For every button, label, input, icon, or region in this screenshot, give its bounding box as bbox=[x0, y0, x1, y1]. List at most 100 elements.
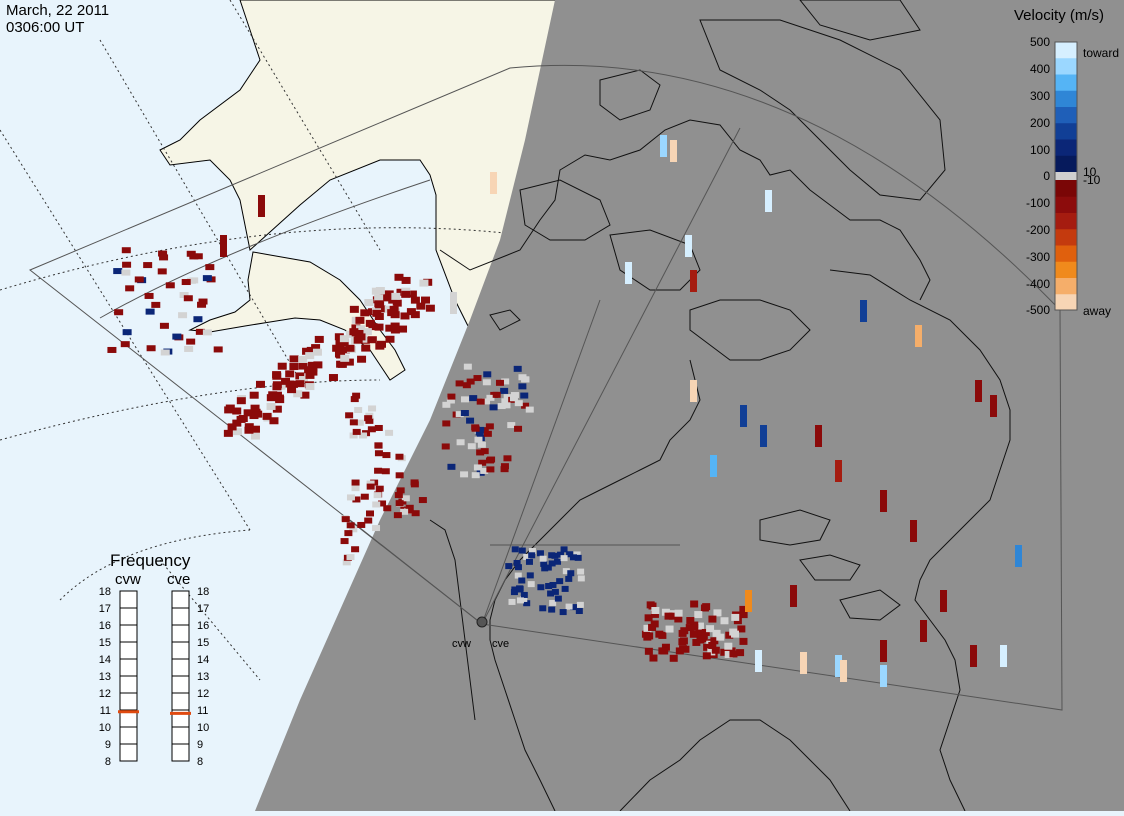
velocity-cell bbox=[374, 294, 384, 302]
velocity-swatch bbox=[1055, 58, 1077, 75]
velocity-cell bbox=[398, 325, 408, 333]
velocity-cell bbox=[701, 628, 710, 636]
velocity-cell bbox=[736, 649, 745, 657]
velocity-cell bbox=[361, 344, 371, 352]
velocity-cell bbox=[497, 403, 506, 410]
velocity-cell bbox=[244, 423, 254, 431]
velocity-tick-label: -100 bbox=[1026, 196, 1050, 210]
velocity-cell bbox=[644, 614, 653, 622]
velocity-cell bbox=[690, 600, 699, 608]
velocity-cell bbox=[690, 380, 697, 402]
velocity-swatch bbox=[1055, 245, 1077, 262]
velocity-cell bbox=[243, 409, 253, 417]
velocity-cell bbox=[577, 568, 585, 575]
frequency-tick-label: 17 bbox=[197, 603, 209, 615]
frequency-tick-label: 15 bbox=[99, 637, 111, 649]
velocity-swatch bbox=[1055, 277, 1077, 295]
velocity-cell bbox=[500, 466, 509, 473]
velocity-cell bbox=[396, 288, 406, 296]
velocity-cell bbox=[332, 344, 342, 352]
velocity-cell bbox=[489, 404, 498, 411]
velocity-cell bbox=[367, 336, 377, 344]
frequency-tick-label: 13 bbox=[197, 671, 209, 683]
velocity-cell bbox=[525, 406, 534, 413]
velocity-swatch bbox=[1055, 261, 1077, 278]
radar-site-marker bbox=[476, 616, 488, 628]
velocity-cell bbox=[689, 630, 698, 638]
velocity-cell bbox=[487, 456, 496, 463]
velocity-cell bbox=[485, 423, 494, 430]
velocity-cell bbox=[345, 412, 354, 419]
frequency-tick-label: 14 bbox=[197, 654, 209, 666]
velocity-cell bbox=[731, 613, 740, 621]
velocity-cell bbox=[298, 362, 308, 370]
velocity-cell bbox=[561, 585, 569, 592]
velocity-cell bbox=[692, 638, 701, 646]
velocity-cell bbox=[574, 554, 582, 561]
velocity-cell bbox=[510, 392, 519, 399]
velocity-cell bbox=[518, 547, 526, 554]
velocity-cell bbox=[305, 371, 315, 379]
velocity-cell bbox=[737, 625, 746, 633]
velocity-cell bbox=[460, 409, 469, 416]
velocity-cell bbox=[306, 346, 316, 354]
velocity-cell bbox=[712, 629, 721, 637]
velocity-cell bbox=[476, 398, 485, 405]
velocity-cell bbox=[390, 322, 400, 330]
velocity-cell bbox=[418, 497, 427, 504]
velocity-cell bbox=[483, 371, 492, 378]
frequency-column-cve: cve bbox=[167, 571, 190, 588]
radar-label-cvw: cvw bbox=[452, 638, 471, 650]
radar-fov-outline bbox=[29, 64, 1063, 711]
velocity-cell bbox=[710, 455, 717, 477]
velocity-cell bbox=[569, 554, 577, 561]
velocity-cell bbox=[528, 548, 536, 555]
velocity-cell bbox=[411, 510, 420, 517]
velocity-cell bbox=[545, 583, 553, 590]
velocity-cell bbox=[548, 606, 556, 613]
velocity-cell bbox=[272, 371, 282, 379]
velocity-cell bbox=[387, 309, 397, 317]
velocity-cell bbox=[365, 319, 375, 327]
frequency-tick-label: 14 bbox=[99, 654, 111, 666]
velocity-cell bbox=[441, 443, 450, 450]
velocity-cell bbox=[269, 417, 279, 425]
velocity-cell bbox=[447, 393, 456, 400]
velocity-cell bbox=[548, 560, 556, 567]
velocity-cell bbox=[121, 247, 131, 254]
velocity-cell bbox=[395, 500, 404, 507]
velocity-cell bbox=[186, 250, 196, 257]
velocity-cell bbox=[272, 391, 282, 399]
velocity-cell bbox=[342, 559, 351, 566]
frequency-tick-label: 10 bbox=[99, 722, 111, 734]
velocity-cell bbox=[181, 279, 191, 286]
velocity-cell bbox=[462, 382, 471, 389]
velocity-cell bbox=[523, 553, 531, 560]
velocity-cell bbox=[518, 577, 526, 584]
velocity-cell bbox=[554, 595, 562, 602]
velocity-cell bbox=[537, 584, 545, 591]
velocity-cell bbox=[910, 520, 917, 542]
velocity-cell bbox=[514, 400, 523, 407]
velocity-cell bbox=[314, 335, 324, 343]
velocity-cell bbox=[505, 563, 513, 570]
velocity-cell bbox=[880, 640, 887, 662]
velocity-cell bbox=[364, 415, 373, 422]
velocity-cell bbox=[547, 590, 555, 597]
velocity-cell bbox=[513, 365, 522, 372]
velocity-cell bbox=[350, 396, 359, 403]
velocity-cell bbox=[298, 355, 308, 363]
velocity-cell bbox=[393, 512, 402, 519]
velocity-cell bbox=[272, 405, 282, 413]
velocity-cell bbox=[385, 335, 395, 343]
velocity-cell bbox=[509, 395, 518, 402]
frequency-tick-label: 11 bbox=[197, 705, 208, 717]
velocity-cell bbox=[250, 404, 260, 412]
velocity-cell bbox=[122, 329, 132, 336]
velocity-cell bbox=[249, 412, 259, 420]
velocity-cell bbox=[193, 316, 203, 323]
velocity-cell bbox=[349, 328, 359, 336]
velocity-cell bbox=[339, 335, 349, 343]
